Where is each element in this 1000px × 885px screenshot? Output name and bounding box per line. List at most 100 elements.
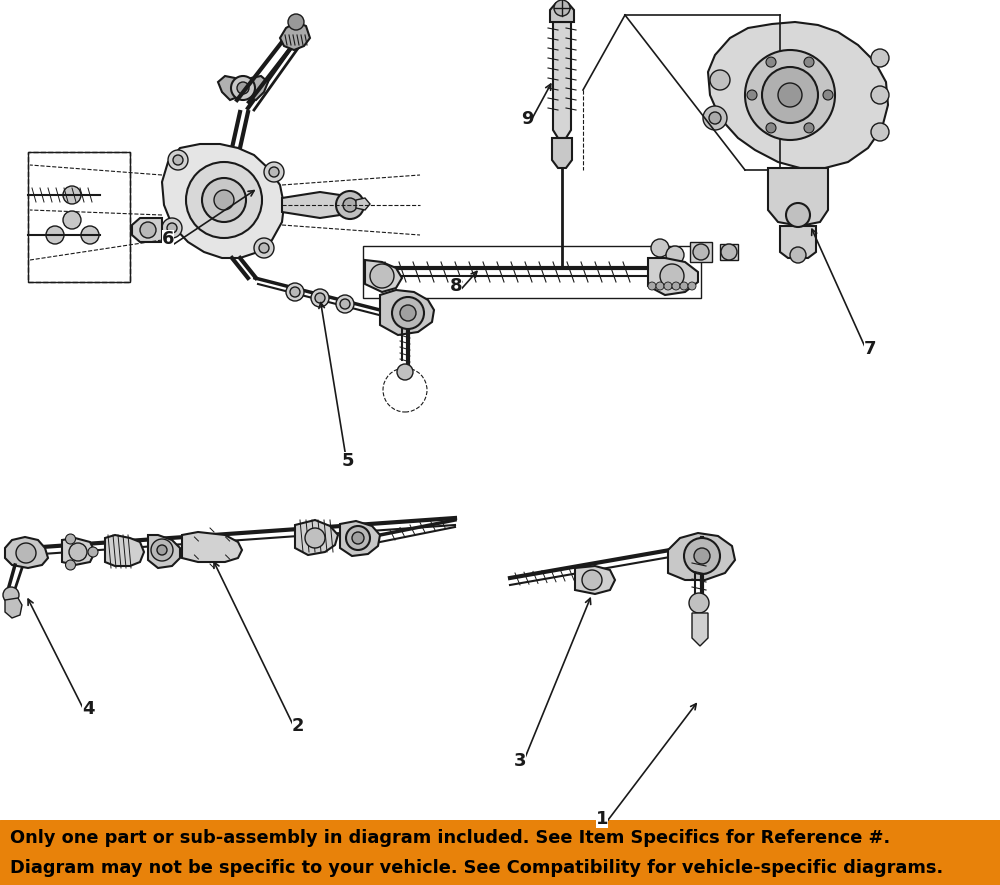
Circle shape [370, 264, 394, 288]
Circle shape [745, 50, 835, 140]
Circle shape [694, 548, 710, 564]
Circle shape [693, 244, 709, 260]
Circle shape [214, 190, 234, 210]
Bar [363, 246, 701, 298]
Circle shape [762, 67, 818, 123]
Polygon shape [162, 144, 284, 258]
Circle shape [288, 14, 304, 30]
Text: 3: 3 [514, 752, 526, 770]
Circle shape [269, 167, 279, 177]
Circle shape [81, 226, 99, 244]
Circle shape [151, 539, 173, 561]
Circle shape [392, 297, 424, 329]
Polygon shape [380, 290, 434, 335]
Circle shape [237, 82, 249, 94]
Circle shape [400, 305, 416, 321]
Circle shape [790, 247, 806, 263]
Circle shape [710, 70, 730, 90]
Circle shape [315, 293, 325, 303]
Circle shape [804, 58, 814, 67]
Circle shape [823, 90, 833, 100]
Polygon shape [668, 533, 735, 580]
Polygon shape [550, 3, 574, 22]
Polygon shape [552, 138, 572, 168]
Circle shape [259, 243, 269, 253]
Circle shape [651, 239, 669, 257]
Circle shape [140, 222, 156, 238]
Circle shape [664, 282, 672, 290]
Circle shape [582, 570, 602, 590]
Circle shape [186, 162, 262, 238]
Polygon shape [690, 242, 712, 262]
Circle shape [340, 299, 350, 309]
Text: Only one part or sub-assembly in diagram included. See Item Specifics for Refere: Only one part or sub-assembly in diagram… [10, 829, 890, 847]
Circle shape [66, 534, 76, 544]
Polygon shape [282, 192, 358, 218]
Circle shape [871, 86, 889, 104]
Circle shape [660, 264, 684, 288]
Circle shape [871, 123, 889, 141]
Circle shape [346, 526, 370, 550]
Bar [28, 152, 130, 282]
Text: 6: 6 [162, 230, 174, 248]
Circle shape [305, 528, 325, 548]
Circle shape [680, 282, 688, 290]
Polygon shape [280, 22, 310, 50]
Polygon shape [340, 521, 380, 556]
Polygon shape [356, 198, 370, 210]
Circle shape [336, 295, 354, 313]
Circle shape [666, 246, 684, 264]
Text: 8: 8 [450, 277, 462, 295]
Circle shape [254, 238, 274, 258]
Circle shape [202, 178, 246, 222]
Circle shape [766, 123, 776, 133]
Circle shape [651, 259, 669, 277]
Circle shape [3, 587, 19, 603]
Circle shape [703, 106, 727, 130]
Circle shape [672, 282, 680, 290]
Text: 7: 7 [864, 340, 876, 358]
Circle shape [871, 49, 889, 67]
Polygon shape [295, 520, 338, 555]
Circle shape [46, 226, 64, 244]
Circle shape [397, 364, 413, 380]
Circle shape [352, 532, 364, 544]
Circle shape [63, 211, 81, 229]
Circle shape [290, 287, 300, 297]
Circle shape [336, 191, 364, 219]
Circle shape [311, 289, 329, 307]
Polygon shape [575, 566, 615, 594]
Circle shape [804, 123, 814, 133]
Circle shape [747, 90, 757, 100]
Text: 5: 5 [342, 452, 354, 470]
Text: 9: 9 [521, 110, 533, 128]
Circle shape [264, 162, 284, 182]
Circle shape [648, 282, 656, 290]
Polygon shape [244, 76, 268, 100]
Polygon shape [365, 260, 402, 292]
Polygon shape [553, 22, 571, 138]
Circle shape [173, 155, 183, 165]
Polygon shape [692, 613, 708, 646]
Circle shape [66, 560, 76, 570]
Circle shape [231, 76, 255, 100]
Circle shape [709, 112, 721, 124]
Polygon shape [62, 538, 95, 565]
Text: Diagram may not be specific to your vehicle. See Compatibility for vehicle-speci: Diagram may not be specific to your vehi… [10, 859, 943, 877]
Polygon shape [105, 535, 144, 566]
Polygon shape [182, 532, 242, 562]
Polygon shape [780, 226, 816, 258]
Circle shape [286, 283, 304, 301]
Circle shape [688, 282, 696, 290]
Circle shape [167, 223, 177, 233]
Polygon shape [5, 537, 48, 568]
Circle shape [684, 538, 720, 574]
Text: 1: 1 [596, 810, 608, 828]
Polygon shape [5, 598, 22, 618]
Circle shape [766, 58, 776, 67]
Polygon shape [768, 168, 828, 226]
Polygon shape [720, 244, 738, 260]
Circle shape [168, 150, 188, 170]
Circle shape [69, 543, 87, 561]
Circle shape [63, 186, 81, 204]
